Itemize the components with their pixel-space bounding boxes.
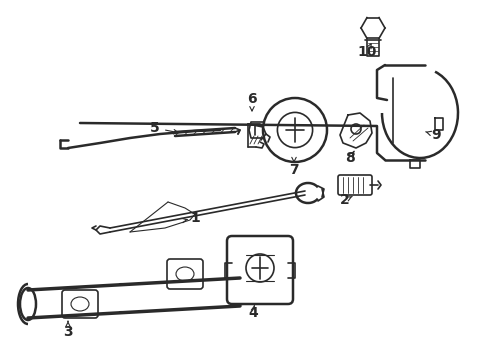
Circle shape xyxy=(263,98,327,162)
FancyBboxPatch shape xyxy=(62,290,98,318)
Text: 5: 5 xyxy=(150,121,160,135)
Text: 1: 1 xyxy=(190,211,200,225)
Text: 6: 6 xyxy=(247,92,257,106)
Text: 10: 10 xyxy=(357,45,377,59)
Text: 7: 7 xyxy=(289,163,299,177)
Text: 8: 8 xyxy=(345,151,355,165)
Text: 2: 2 xyxy=(340,193,350,207)
Text: 4: 4 xyxy=(248,306,258,320)
Text: 9: 9 xyxy=(431,128,441,142)
FancyBboxPatch shape xyxy=(338,175,372,195)
FancyBboxPatch shape xyxy=(167,259,203,289)
FancyBboxPatch shape xyxy=(227,236,293,304)
Text: 3: 3 xyxy=(63,325,73,339)
